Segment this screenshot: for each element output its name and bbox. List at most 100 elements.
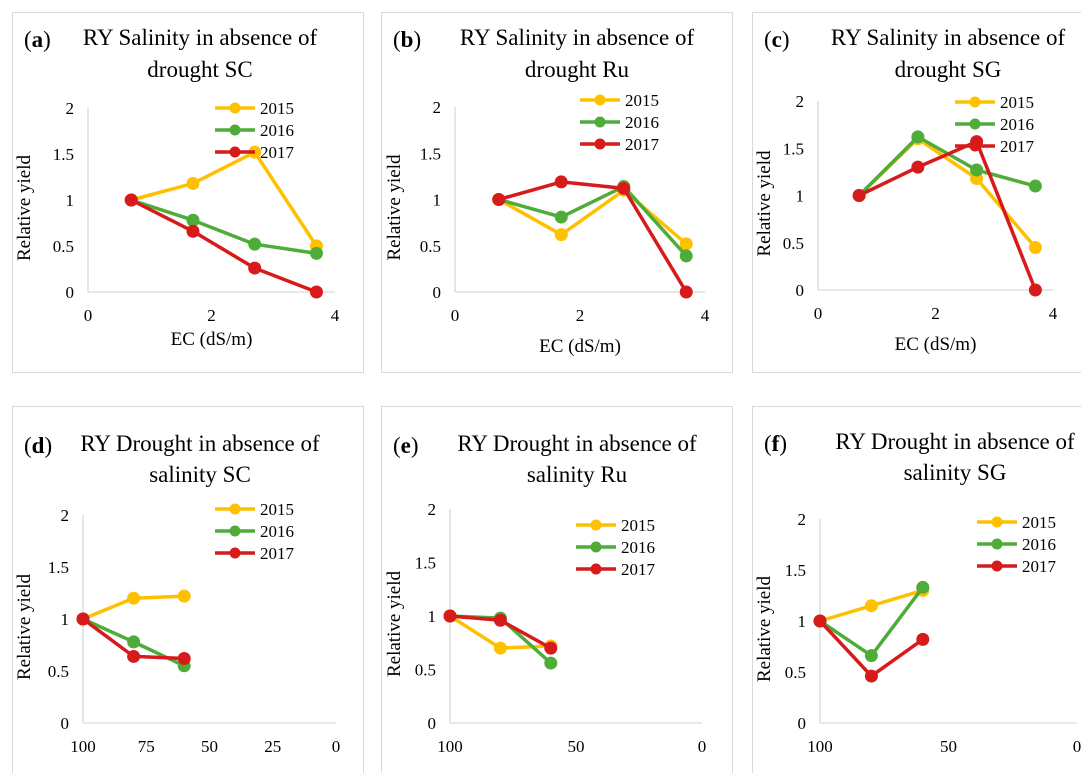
y-tick-label: 1	[433, 191, 442, 210]
legend-label: 2017	[625, 135, 660, 154]
data-point-2016	[555, 211, 568, 224]
data-point-2016	[911, 130, 924, 143]
y-tick-label: 0.5	[785, 663, 806, 682]
legend-marker-2017	[970, 141, 981, 152]
chart-panel: RY Salinity in absence of(a)drought SC00…	[13, 13, 364, 373]
y-tick-label: 0	[428, 714, 437, 733]
legend-label: 2017	[621, 560, 656, 579]
y-tick-label: 0.5	[420, 237, 441, 256]
data-point-2016	[916, 581, 929, 594]
legend-marker-2017	[591, 564, 602, 575]
data-point-2015	[1029, 241, 1042, 254]
chart-title-line-2: drought SC	[147, 57, 252, 82]
legend-marker-2017	[595, 139, 606, 150]
x-tick-label: 4	[1049, 304, 1058, 323]
data-point-2017	[555, 175, 568, 188]
panel-letter: (b)	[393, 27, 421, 52]
x-tick-label: 50	[201, 737, 218, 756]
data-point-2017	[125, 194, 138, 207]
legend-marker-2016	[591, 542, 602, 553]
chart-title-line-1: RY Drought in absence of	[835, 429, 1075, 454]
legend-label: 2015	[1000, 93, 1034, 112]
x-tick-label: 2	[931, 304, 940, 323]
chart-title-line-2: salinity SG	[904, 460, 1007, 485]
legend-label: 2016	[260, 121, 294, 140]
y-tick-label: 1	[61, 610, 70, 629]
x-tick-label: 25	[264, 737, 281, 756]
data-point-2017	[1029, 284, 1042, 297]
legend-marker-2015	[970, 97, 981, 108]
y-tick-label: 0	[66, 283, 75, 302]
chart-title-line-1: RY Salinity in absence of	[460, 25, 695, 50]
legend-label: 2015	[260, 99, 294, 118]
legend-label: 2015	[260, 500, 294, 519]
x-tick-label: 4	[701, 306, 710, 325]
x-tick-label: 100	[70, 737, 96, 756]
legend-marker-2015	[230, 103, 241, 114]
x-tick-label: 50	[568, 737, 585, 756]
x-tick-label: 75	[138, 737, 155, 756]
legend-marker-2015	[992, 517, 1003, 528]
legend-marker-2017	[230, 147, 241, 158]
data-point-2016	[544, 657, 557, 670]
legend-marker-2016	[595, 117, 606, 128]
y-axis-label: Relative yield	[754, 575, 775, 682]
y-tick-label: 1	[796, 187, 805, 206]
x-tick-label: 100	[437, 737, 463, 756]
y-tick-label: 0.5	[783, 234, 804, 253]
y-tick-label: 0	[798, 714, 807, 733]
y-tick-label: 1	[798, 612, 807, 631]
y-tick-label: 1.5	[48, 558, 69, 577]
legend-label: 2015	[1022, 513, 1056, 532]
data-point-2016	[310, 247, 323, 260]
data-point-2016	[248, 238, 261, 251]
y-tick-label: 0	[796, 281, 805, 300]
legend-marker-2015	[591, 520, 602, 531]
x-tick-label: 0	[451, 306, 460, 325]
panel-letter: (e)	[393, 433, 419, 458]
data-point-2017	[680, 286, 693, 299]
y-tick-label: 1	[66, 191, 75, 210]
x-axis-label: EC (dS/m)	[539, 336, 621, 357]
data-point-2017	[248, 262, 261, 275]
x-axis-label: EC (dS/m)	[171, 329, 253, 350]
data-point-2017	[444, 610, 457, 623]
panel-letter: (f)	[764, 431, 787, 456]
y-axis-label: Relative yield	[754, 150, 775, 257]
x-tick-label: 0	[814, 304, 823, 323]
chart-title-line-1: RY Salinity in absence of	[831, 25, 1066, 50]
legend-label: 2016	[625, 113, 659, 132]
legend-label: 2016	[260, 522, 294, 541]
legend-label: 2017	[1000, 137, 1035, 156]
chart-title-line-1: RY Drought in absence of	[457, 431, 697, 456]
y-tick-label: 0	[61, 714, 70, 733]
data-point-2017	[77, 613, 90, 626]
x-tick-label: 2	[576, 306, 585, 325]
legend-label: 2015	[625, 91, 659, 110]
chart-panel: RY Drought in absence of (f) salinity SG 0 0…	[753, 407, 1081, 774]
y-tick-label: 2	[66, 99, 75, 118]
y-tick-label: 1.5	[783, 139, 804, 158]
x-tick-label: 0	[332, 737, 341, 756]
y-tick-label: 0.5	[48, 662, 69, 681]
data-point-2015	[178, 590, 191, 603]
data-point-2017	[911, 161, 924, 174]
chart-panel: RY Drought in absence of(e)salinity Ru00…	[382, 407, 733, 774]
data-point-2015	[555, 228, 568, 241]
y-tick-label: 2	[796, 92, 805, 111]
y-tick-label: 1	[428, 607, 437, 626]
y-tick-label: 0	[433, 283, 442, 302]
x-tick-label: 0	[1073, 737, 1081, 756]
data-point-2017	[186, 225, 199, 238]
x-tick-label: 100	[807, 737, 833, 756]
chart-panel: RY Salinity in absence of(b)drought Ru00…	[382, 13, 733, 373]
data-point-2016	[970, 163, 983, 176]
panel-letter: (d)	[24, 433, 52, 458]
panel-letter: (a)	[24, 27, 51, 52]
chart-panel: RY Drought in absence of(d)salinity SC00…	[13, 407, 364, 774]
x-tick-label: 0	[84, 306, 93, 325]
legend-marker-2015	[595, 95, 606, 106]
data-point-2017	[853, 189, 866, 202]
data-point-2017	[544, 642, 557, 655]
